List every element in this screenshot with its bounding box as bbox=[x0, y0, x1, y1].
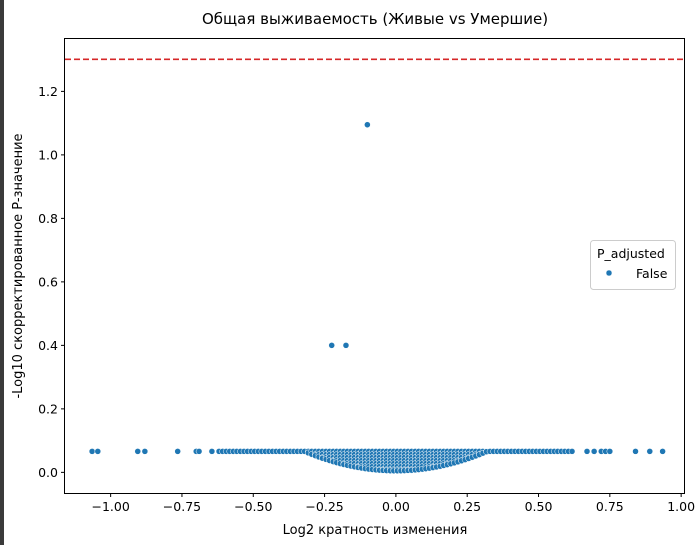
x-tick-label: 0.00 bbox=[382, 499, 410, 514]
data-point bbox=[632, 448, 639, 455]
x-tick-label: −0.50 bbox=[234, 499, 272, 514]
x-axis: −1.00 −0.75 −0.50 −0.25 0.00 0.25 0.50 0.75 1.00 bbox=[91, 493, 695, 514]
plot-area bbox=[64, 38, 685, 494]
data-point bbox=[174, 448, 181, 455]
y-tick-label: 0.4 bbox=[38, 338, 58, 353]
y-tick-label: 0.0 bbox=[38, 465, 58, 480]
scatter-points bbox=[88, 121, 666, 475]
y-tick-label: 0.6 bbox=[38, 274, 58, 289]
y-tick-label: 1.0 bbox=[38, 147, 58, 162]
x-tick-label: −0.25 bbox=[305, 499, 343, 514]
data-point bbox=[195, 448, 203, 455]
window-edge bbox=[0, 0, 4, 545]
data-point bbox=[659, 448, 666, 455]
legend: P_adjusted False bbox=[590, 240, 676, 290]
data-point bbox=[590, 448, 598, 455]
legend-marker-false bbox=[605, 269, 613, 277]
chart-title: Общая выживаемость (Живые vs Умершие) bbox=[202, 10, 548, 28]
data-point bbox=[583, 448, 591, 455]
x-tick-label: 0.25 bbox=[453, 499, 481, 514]
data-point bbox=[141, 448, 149, 455]
data-point bbox=[328, 342, 335, 349]
legend-title: P_adjusted bbox=[597, 246, 665, 261]
data-point bbox=[208, 448, 216, 455]
y-axis: 0.0 0.2 0.4 0.6 0.8 1.0 1.2 bbox=[38, 84, 65, 480]
data-point bbox=[568, 448, 576, 455]
data-point bbox=[94, 448, 102, 455]
y-tick-label: 1.2 bbox=[38, 84, 58, 99]
y-axis-title: -Log10 скорректированное P-значение bbox=[11, 133, 26, 398]
data-point bbox=[134, 448, 141, 455]
x-axis-title: Log2 кратность изменения bbox=[283, 523, 468, 538]
x-tick-label: 0.75 bbox=[596, 499, 624, 514]
x-tick-label: −1.00 bbox=[91, 499, 129, 514]
x-tick-label: −0.75 bbox=[163, 499, 201, 514]
y-tick-label: 0.8 bbox=[38, 211, 58, 226]
legend-entry-false: False bbox=[636, 266, 668, 281]
x-tick-label: 1.00 bbox=[667, 499, 695, 514]
data-point bbox=[342, 342, 350, 349]
y-tick-label: 0.2 bbox=[38, 401, 58, 416]
data-point bbox=[88, 448, 96, 455]
x-tick-label: 0.50 bbox=[525, 499, 553, 514]
data-point bbox=[606, 448, 614, 455]
legend-box bbox=[590, 240, 676, 290]
data-point bbox=[646, 448, 654, 455]
data-point bbox=[364, 121, 371, 128]
